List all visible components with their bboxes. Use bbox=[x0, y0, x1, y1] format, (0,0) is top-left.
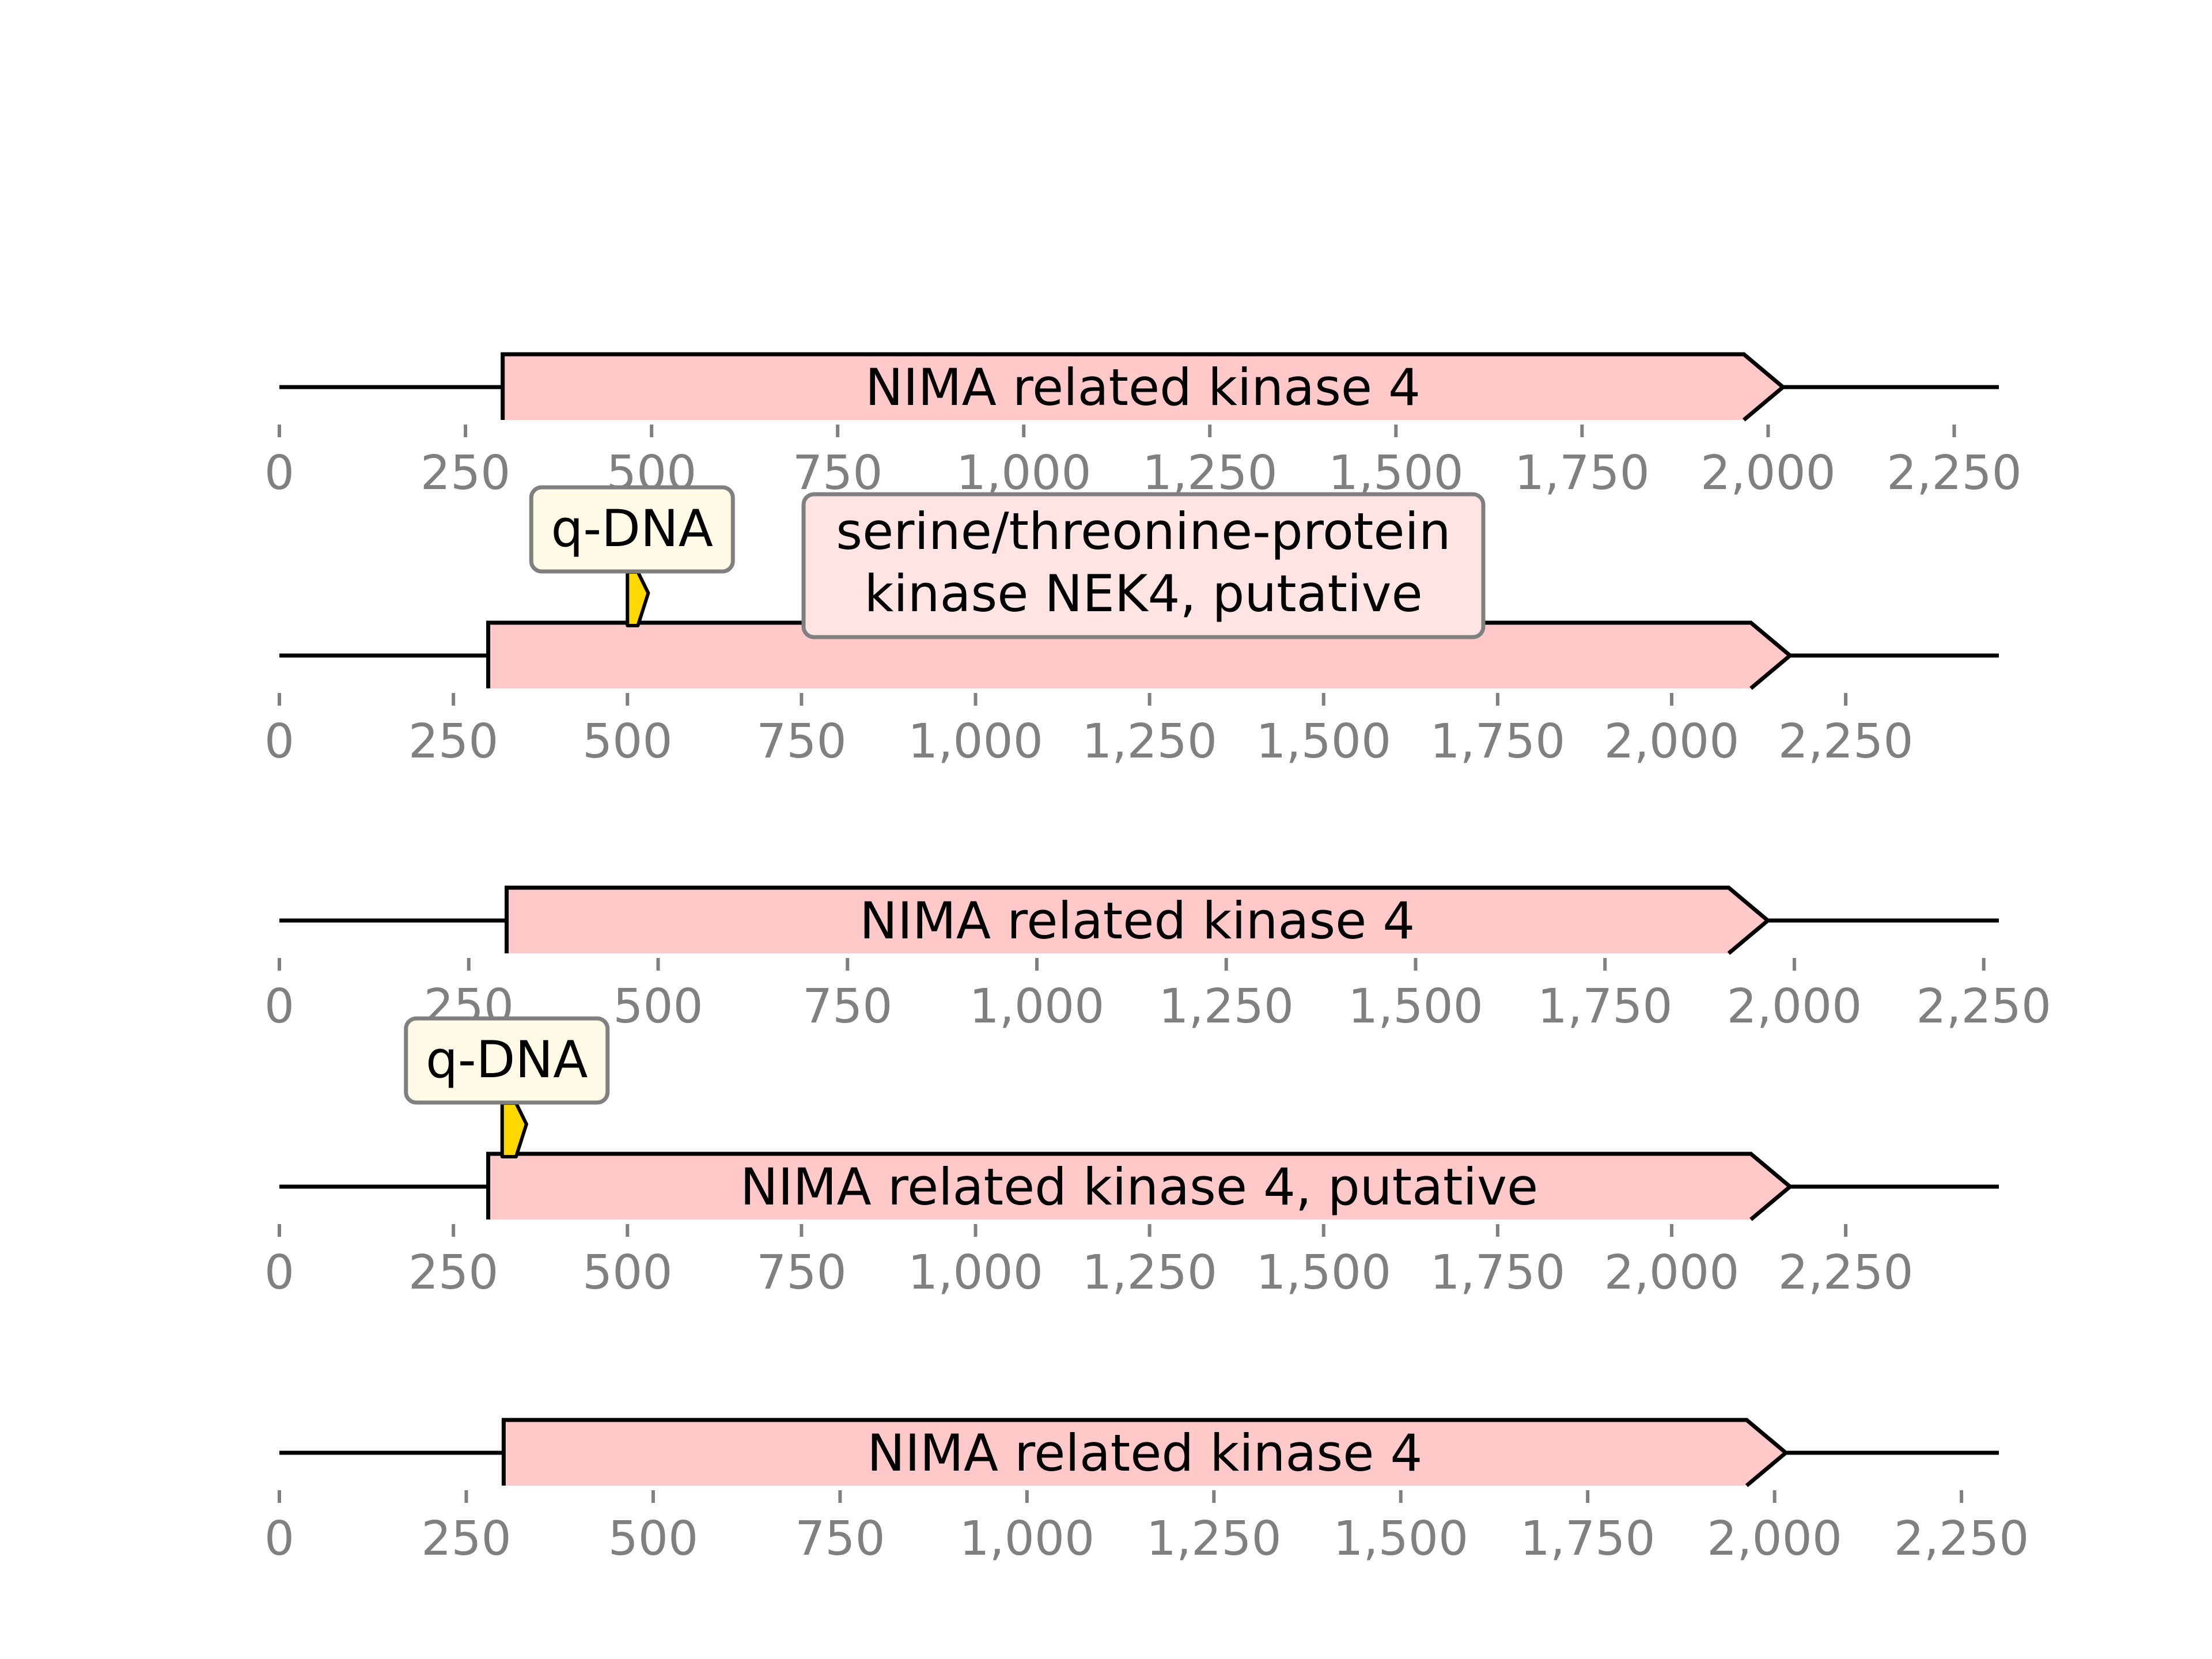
tick-label: 750 bbox=[793, 446, 883, 501]
track-2: 0 250 500 750 1,000 1,250 1,500 1,750 2,000 2,250… bbox=[264, 485, 1999, 769]
tick-label: 2,000 bbox=[1727, 979, 1862, 1034]
feature-outline bbox=[504, 885, 1771, 955]
tick-label: 1,000 bbox=[908, 714, 1043, 769]
track-3: 0 250 500 750 1,000 1,250 1,500 1,750 2,000 2,250… bbox=[264, 885, 2051, 1034]
feature-arrow bbox=[506, 888, 1768, 953]
tick-label: 1,250 bbox=[1082, 1245, 1217, 1300]
tick-label: 0 bbox=[264, 714, 294, 769]
feature-outline bbox=[486, 620, 1793, 690]
tick-label: 1,500 bbox=[1333, 1512, 1468, 1566]
tick-label: 1,250 bbox=[1082, 714, 1217, 769]
tick-label: 1,750 bbox=[1537, 979, 1673, 1034]
tick-label: 1,250 bbox=[1142, 446, 1278, 501]
feature-label: NIMA related kinase 4 bbox=[865, 358, 1421, 417]
feature-arrow bbox=[503, 1420, 1786, 1486]
tick-label: 2,250 bbox=[1778, 714, 1914, 769]
motif-callout-label: q-DNA bbox=[551, 499, 713, 558]
tick-label: 0 bbox=[264, 1245, 294, 1300]
tick-label: 500 bbox=[582, 1245, 673, 1300]
tick-label: 2,250 bbox=[1916, 979, 2051, 1034]
track-5: 0 250 500 750 1,000 1,250 1,500 1,750 2,000 2,250… bbox=[264, 1418, 2029, 1566]
tick-label: 250 bbox=[421, 446, 511, 501]
tick-label: 1,750 bbox=[1430, 714, 1566, 769]
tick-label: 1,500 bbox=[1256, 714, 1391, 769]
motif-callout-box bbox=[529, 485, 735, 574]
tick-label: 1,750 bbox=[1520, 1512, 1656, 1566]
tick-label: 1,500 bbox=[1348, 979, 1483, 1034]
tick-label: 1,000 bbox=[908, 1245, 1043, 1300]
track-1: 0 250 500 750 1,000 1,250 1,500 1,750 2,000 2,250… bbox=[264, 352, 2022, 501]
feature-arrow bbox=[488, 1154, 1790, 1219]
motif-callout-label: q-DNA bbox=[426, 1030, 588, 1089]
motif-marker bbox=[626, 570, 650, 627]
motif-callout-box bbox=[404, 1016, 610, 1105]
tick-label: 1,000 bbox=[959, 1512, 1094, 1566]
tick-label: 0 bbox=[264, 446, 294, 501]
feature-arrow bbox=[502, 354, 1783, 420]
tick-label: 1,750 bbox=[1514, 446, 1650, 501]
tick-label: 250 bbox=[421, 1512, 512, 1566]
feature-callout-box bbox=[801, 492, 1486, 639]
tick-label: 500 bbox=[608, 1512, 699, 1566]
feature-label: NIMA related kinase 4 bbox=[859, 891, 1415, 950]
tick-label: 1,000 bbox=[969, 979, 1105, 1034]
tick-label: 2,250 bbox=[1887, 446, 2022, 501]
tick-label: 750 bbox=[795, 1512, 885, 1566]
tick-label: 1,250 bbox=[1146, 1512, 1282, 1566]
tick-label: 0 bbox=[264, 1512, 294, 1566]
tick-label: 2,250 bbox=[1894, 1512, 2029, 1566]
tick-label: 750 bbox=[802, 979, 893, 1034]
tick-label: 1,000 bbox=[956, 446, 1092, 501]
tick-label: 1,250 bbox=[1158, 979, 1294, 1034]
feature-label: NIMA related kinase 4, putative bbox=[740, 1157, 1538, 1217]
tick-label: 500 bbox=[582, 714, 673, 769]
tick-label: 2,000 bbox=[1707, 1512, 1842, 1566]
tick-label: 2,250 bbox=[1778, 1245, 1914, 1300]
feature-callout-label: serine/threonine-protein kinase NEK4, put… bbox=[836, 502, 1450, 623]
tick-label: 1,500 bbox=[1256, 1245, 1391, 1300]
tick-label: 750 bbox=[756, 1245, 847, 1300]
feature-outline bbox=[501, 1418, 1789, 1487]
tick-label: 2,000 bbox=[1604, 714, 1740, 769]
track-4: 0 250 500 750 1,000 1,250 1,500 1,750 2,000 2,250… bbox=[264, 1016, 1999, 1300]
feature-outline bbox=[486, 1152, 1793, 1221]
tick-label: 250 bbox=[408, 714, 499, 769]
tick-label: 2,000 bbox=[1700, 446, 1836, 501]
tick-label: 1,500 bbox=[1328, 446, 1464, 501]
tick-label: 2,000 bbox=[1604, 1245, 1740, 1300]
tick-label: 500 bbox=[613, 979, 703, 1034]
feature-label: NIMA related kinase 4 bbox=[867, 1423, 1422, 1483]
motif-marker bbox=[500, 1101, 528, 1158]
tick-label: 250 bbox=[408, 1245, 499, 1300]
feature-outline bbox=[501, 352, 1786, 422]
tick-label: 750 bbox=[756, 714, 847, 769]
tick-label: 1,750 bbox=[1430, 1245, 1566, 1300]
tick-label: 0 bbox=[264, 979, 294, 1034]
